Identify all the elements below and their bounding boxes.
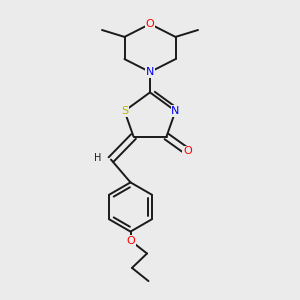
- Text: S: S: [121, 106, 128, 116]
- Text: H: H: [94, 153, 101, 164]
- Text: N: N: [171, 106, 180, 116]
- Text: O: O: [126, 236, 135, 246]
- Text: O: O: [146, 19, 154, 29]
- Text: O: O: [183, 146, 192, 157]
- Text: N: N: [146, 67, 154, 77]
